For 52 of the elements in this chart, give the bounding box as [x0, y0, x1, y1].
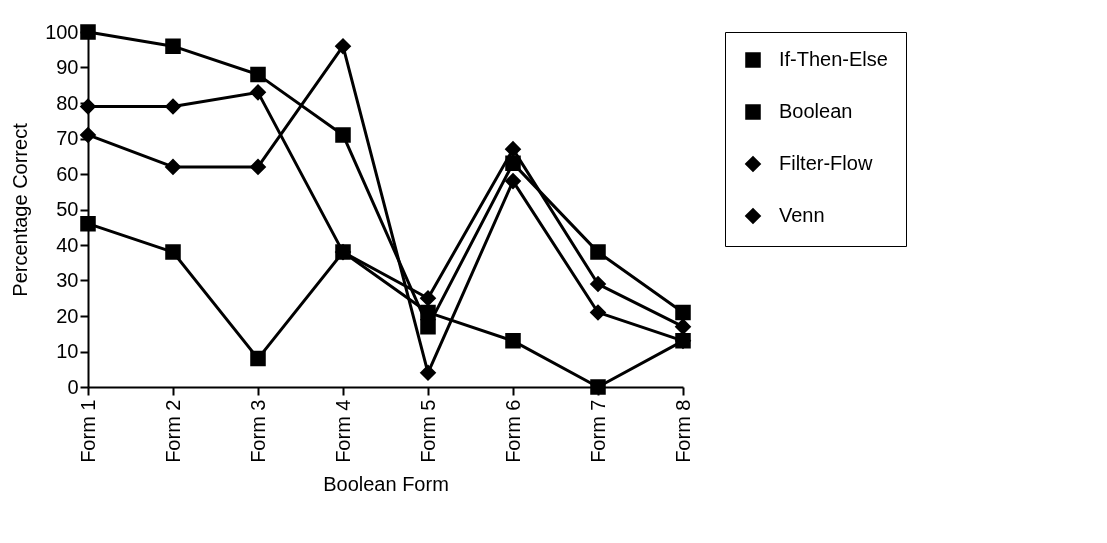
point [505, 173, 521, 189]
point [590, 244, 606, 260]
point [505, 141, 521, 157]
y-axis-title: Percentage Correct [9, 122, 32, 297]
y-tick-label: 100 [45, 20, 79, 43]
point [420, 318, 436, 335]
point [165, 38, 181, 54]
y-tick-label: 60 [56, 162, 79, 185]
y-tick-label: 10 [56, 340, 79, 362]
point [335, 127, 351, 143]
x-tick-label: Form 4 [331, 399, 354, 463]
legend-label: Boolean [779, 100, 853, 122]
y-tick-label: 0 [67, 375, 79, 398]
legend-label: Venn [779, 204, 825, 226]
point [80, 127, 96, 143]
point [420, 304, 436, 321]
x-tick-label: Form 2 [161, 399, 184, 463]
y-tick-label: 50 [56, 198, 79, 220]
point [420, 290, 436, 307]
point [250, 84, 266, 101]
point [165, 244, 181, 260]
x-tick-label: Form 5 [416, 399, 439, 463]
x-tick-label: Form 3 [246, 399, 269, 463]
y-tick-label: 70 [56, 127, 79, 149]
x-axis-title: Boolean Form [323, 472, 449, 495]
point [250, 159, 266, 175]
legend-label: Filter-Flow [779, 152, 873, 174]
y-tick-label: 90 [56, 56, 79, 78]
y-tick-label: 40 [56, 233, 79, 256]
point [80, 215, 96, 232]
x-tick-label: Form 8 [671, 399, 694, 463]
point [165, 98, 181, 115]
point [590, 379, 606, 395]
point [250, 66, 266, 83]
point [590, 276, 606, 292]
point [420, 365, 436, 381]
y-tick-label: 80 [56, 91, 79, 114]
x-tick-label: Form 7 [586, 399, 609, 463]
point [80, 98, 96, 115]
point [165, 159, 181, 175]
point [675, 318, 691, 335]
point [505, 333, 521, 349]
legend-label: If-Then-Else [779, 48, 888, 70]
y-tick-label: 20 [56, 304, 79, 327]
point [590, 304, 606, 321]
point [505, 155, 521, 172]
x-tick-label: Form 1 [76, 399, 99, 463]
point [675, 304, 691, 321]
point [335, 38, 351, 54]
x-tick-label: Form 6 [501, 399, 524, 463]
point [250, 350, 266, 367]
y-tick-label: 30 [56, 269, 79, 291]
